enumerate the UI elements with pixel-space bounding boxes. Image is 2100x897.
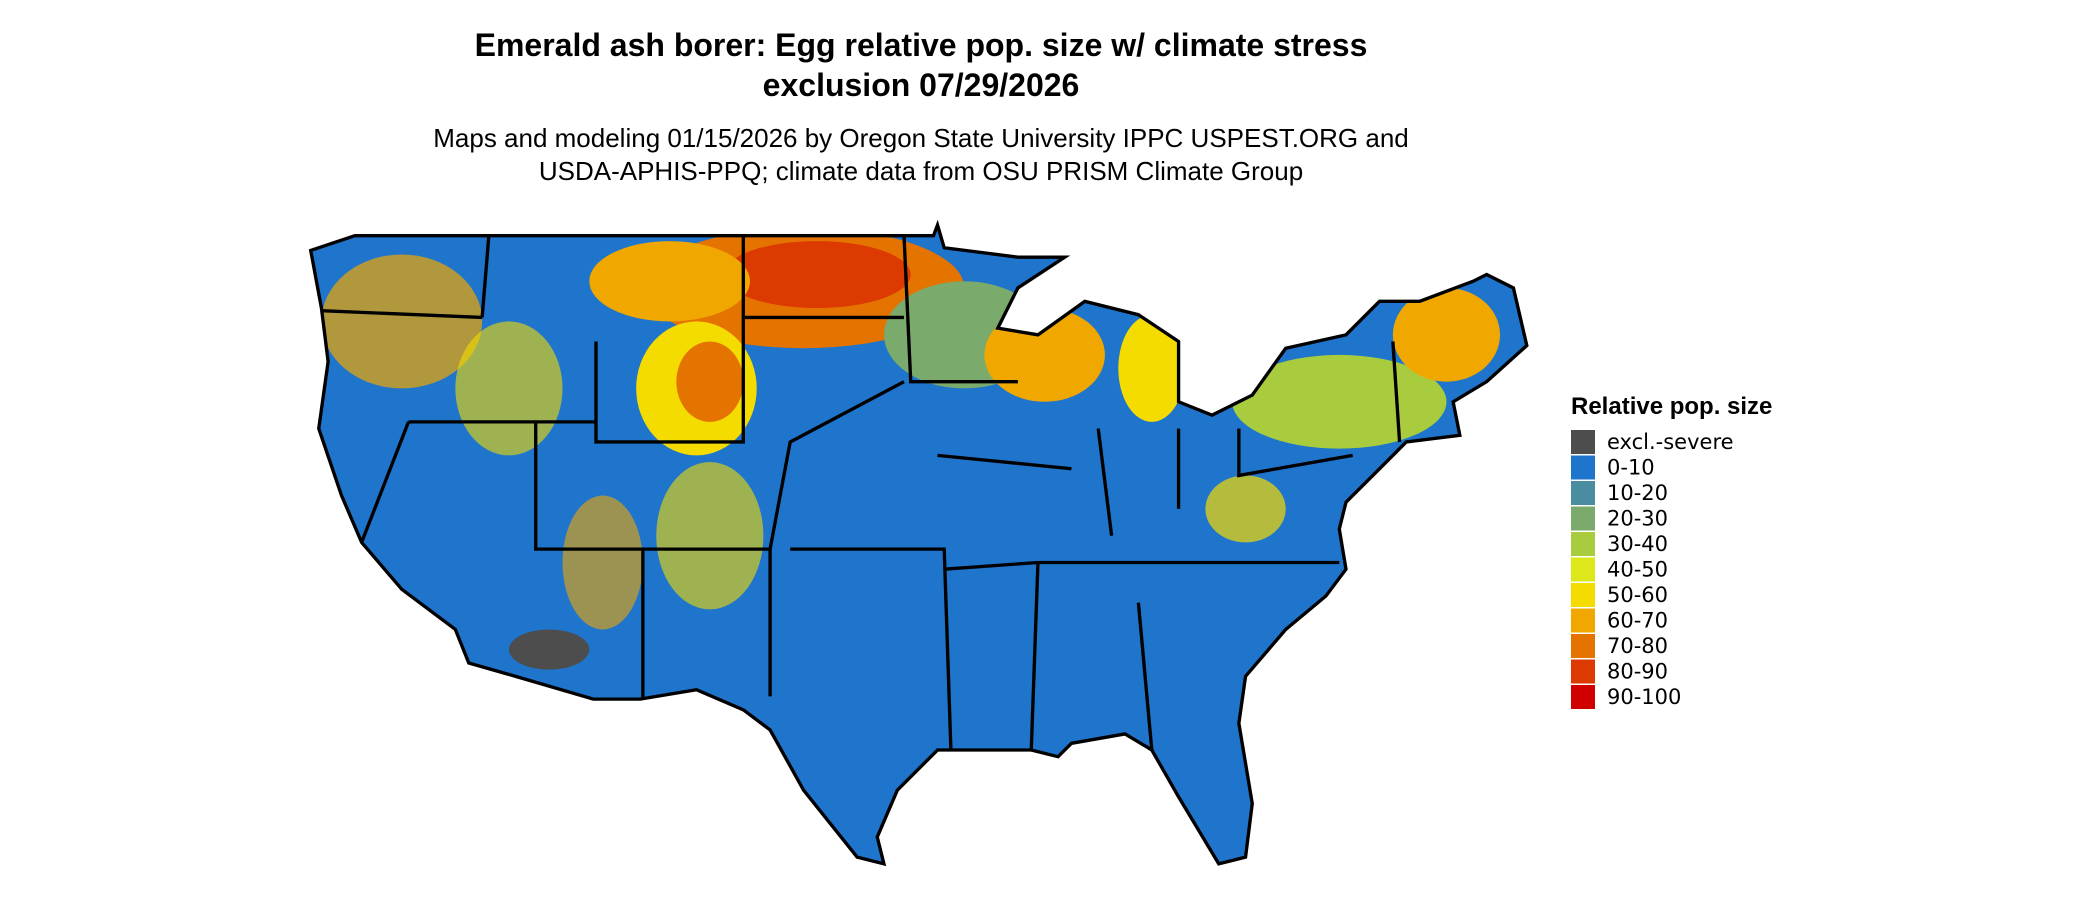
legend-label: 90-100 [1607,685,1681,709]
legend-label: 50-60 [1607,583,1668,607]
legend-label: 70-80 [1607,634,1668,658]
legend-label: 10-20 [1607,481,1668,505]
legend-label: excl.-severe [1607,430,1734,454]
legend-swatch [1571,608,1595,633]
legend-swatch [1571,481,1595,505]
title: Emerald ash borer: Egg relative pop. siz… [475,27,1368,63]
us-map [309,223,1529,866]
title: exclusion 07/29/2026 [763,67,1080,103]
subtitle: USDA-APHIS-PPQ; climate data from OSU PR… [539,156,1303,186]
legend-swatch [1571,532,1595,556]
legend-label: 40-50 [1607,558,1668,582]
legend-swatch [1571,506,1595,531]
legend-swatch [1571,455,1595,480]
legend-label: 80-90 [1607,660,1668,684]
legend-label: 0-10 [1607,456,1655,480]
legend-swatch [1571,634,1595,658]
legend-swatch [1571,659,1595,684]
legend-label: 30-40 [1607,532,1668,556]
legend-title: Relative pop. size [1571,393,1772,420]
legend-swatch [1571,430,1595,454]
legend-label: 20-30 [1607,507,1668,531]
state-borders [309,223,1529,866]
legend-swatch [1571,583,1595,607]
legend: Relative pop. size excl.-severe0-1010-20… [1571,393,1772,709]
subtitle: Maps and modeling 01/15/2026 by Oregon S… [433,123,1409,153]
legend-swatch [1571,557,1595,582]
legend-swatch [1571,685,1595,709]
legend-label: 60-70 [1607,609,1668,633]
